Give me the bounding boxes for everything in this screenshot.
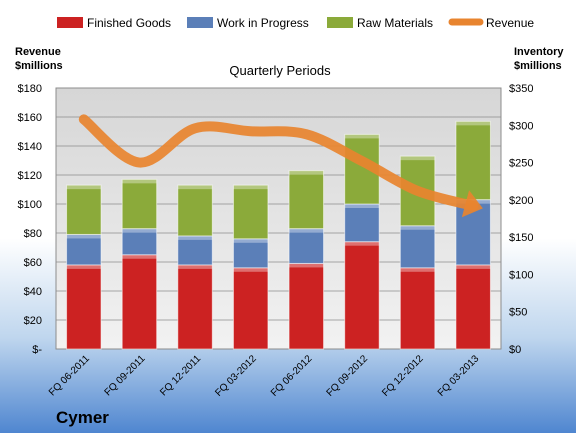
bars	[66, 120, 491, 350]
right-axis-tick-label: $350	[509, 83, 533, 95]
bar-work-in-progress	[344, 203, 380, 243]
bar-raw-materials-highlight	[289, 170, 324, 175]
bar-raw-materials	[66, 184, 102, 235]
right-axis-tick-label: $50	[509, 307, 527, 319]
left-axis-tick-label: $120	[18, 170, 42, 182]
bar-raw-materials-highlight	[400, 156, 435, 161]
legend-label-revenue: Revenue	[486, 16, 534, 30]
left-axis-tick-label: $180	[18, 83, 42, 95]
bar-raw-materials	[455, 120, 491, 201]
right-axis-tick-label: $250	[509, 158, 533, 170]
bar-work-in-progress-highlight	[400, 225, 435, 230]
revenue-line-layer	[78, 114, 483, 218]
bar-finished-goods	[66, 264, 102, 350]
legend-label-finished-goods: Finished Goods	[87, 16, 171, 30]
bar-raw-materials-highlight	[455, 121, 491, 126]
left-axis-tick-label: $140	[18, 141, 42, 153]
legend-label-work-in-progress: Work in Progress	[217, 16, 309, 30]
right-axis-tick-label: $150	[509, 232, 533, 244]
bar-raw-materials	[232, 184, 269, 240]
left-axis-tick-label: $40	[24, 286, 42, 298]
left-axis-tick-label: $100	[18, 199, 42, 211]
bar-work-in-progress	[399, 225, 436, 269]
bar-raw-materials	[288, 170, 325, 230]
bar-work-in-progress-highlight	[66, 234, 102, 239]
bar-finished-goods	[177, 264, 213, 350]
legend: Finished Goods Work in Progress Raw Mate…	[57, 16, 534, 30]
bar-finished-goods-highlight	[289, 263, 324, 268]
left-axis-title-line1: Revenue	[15, 46, 61, 58]
bar-raw-materials	[177, 184, 213, 237]
bar-finished-goods	[344, 241, 380, 350]
bar-work-in-progress-highlight	[344, 204, 380, 208]
left-axis-tick-label: $20	[24, 315, 42, 327]
left-axis-tick-label: $160	[18, 112, 42, 124]
legend-swatch-raw-materials	[327, 17, 353, 28]
bar-work-in-progress-highlight	[177, 235, 213, 240]
bar-finished-goods	[121, 254, 158, 350]
subtitle: Quarterly Periods	[229, 63, 331, 78]
bar-work-in-progress	[121, 228, 158, 256]
bar-finished-goods-highlight	[233, 267, 268, 272]
bar-raw-materials-highlight	[344, 134, 380, 139]
left-axis-tick-label: $-	[32, 344, 42, 356]
right-axis-tick-label: $200	[509, 195, 533, 207]
bar-raw-materials	[121, 178, 158, 230]
bar-finished-goods-highlight	[400, 267, 435, 272]
left-axis-tick-label: $60	[24, 257, 42, 269]
legend-swatch-finished-goods	[57, 17, 83, 28]
right-axis-title-line2: $millions	[514, 60, 562, 72]
bar-work-in-progress-highlight	[122, 228, 157, 233]
left-axis-title-line2: $millions	[15, 60, 63, 72]
bar-work-in-progress	[288, 228, 325, 264]
bar-finished-goods-highlight	[66, 264, 102, 269]
bar-finished-goods	[399, 267, 436, 350]
bar-raw-materials-highlight	[66, 185, 102, 190]
legend-label-raw-materials: Raw Materials	[357, 16, 433, 30]
right-axis-tick-label: $100	[509, 269, 533, 281]
bar-finished-goods-highlight	[122, 254, 157, 259]
bar-finished-goods-highlight	[344, 241, 380, 246]
bar-finished-goods	[455, 264, 491, 350]
bar-finished-goods	[288, 262, 325, 350]
right-axis-tick-label: $300	[509, 120, 533, 132]
revenue-line	[78, 114, 479, 211]
bar-work-in-progress	[232, 238, 269, 269]
company-label: Cymer	[56, 408, 109, 427]
revenue-line-arrowhead	[461, 190, 483, 218]
bar-work-in-progress-highlight	[233, 238, 268, 243]
left-axis-tick-label: $80	[24, 228, 42, 240]
bar-finished-goods-highlight	[455, 264, 491, 269]
bar-finished-goods	[232, 267, 269, 350]
legend-swatch-work-in-progress	[187, 17, 213, 28]
bar-raw-materials-highlight	[233, 185, 268, 190]
bar-work-in-progress-highlight	[289, 228, 324, 233]
right-axis-tick-label: $0	[509, 344, 521, 356]
bar-work-in-progress	[66, 233, 102, 266]
bar-work-in-progress	[177, 235, 213, 266]
bar-raw-materials-highlight	[122, 179, 157, 184]
bar-raw-materials-highlight	[177, 185, 213, 190]
bar-finished-goods-highlight	[177, 264, 213, 269]
right-axis-title-line1: Inventory	[514, 46, 564, 58]
